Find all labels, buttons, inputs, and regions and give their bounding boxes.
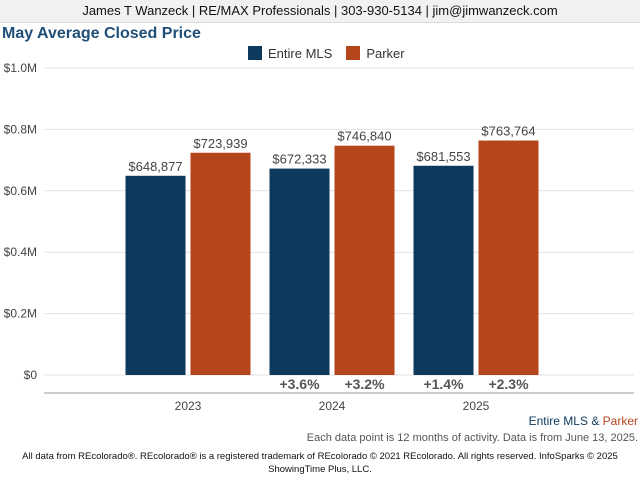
y-tick-label: $0.6M	[4, 184, 37, 198]
bar-value-label: $763,764	[481, 124, 535, 139]
legend-swatch-entire-mls	[248, 46, 262, 60]
bar-value-label: $681,553	[416, 149, 470, 164]
y-tick-label: $0.2M	[4, 307, 37, 321]
bar	[478, 140, 539, 375]
bar-value-label: $672,333	[272, 152, 326, 167]
footer-credit-line-1: All data from REcolorado®. REcolorado® i…	[22, 451, 618, 462]
footer-series-a: Entire MLS	[528, 414, 588, 428]
legend-item-entire-mls[interactable]: Entire MLS	[248, 46, 332, 61]
legend-swatch-parker	[346, 46, 361, 60]
bar-value-label: $648,877	[128, 159, 182, 174]
bar-change-label: +2.3%	[488, 376, 529, 392]
bar	[269, 168, 330, 375]
bar-value-label: $746,840	[337, 129, 391, 144]
bar-chart: $0 $0.2M $0.4M $0.6M $0.8M $1.0M $648,877 $723,…	[4, 61, 634, 410]
chart-legend: Entire MLS Parker	[248, 45, 419, 61]
footer-credit: All data from REcolorado®. REcolorado® i…	[0, 450, 640, 476]
x-tick-label: 2023	[175, 399, 202, 410]
bar	[125, 175, 186, 375]
agent-contact-header: James T Wanzeck | RE/MAX Professionals |…	[0, 0, 640, 23]
bar	[413, 165, 474, 375]
bar-change-label: +3.2%	[344, 376, 385, 392]
footer-series-b: Parker	[602, 414, 638, 428]
bar-change-label: +3.6%	[279, 376, 320, 392]
y-tick-label: $1.0M	[4, 61, 37, 75]
legend-label-parker: Parker	[366, 45, 405, 61]
footer-series-caption: Entire MLS & Parker	[529, 414, 638, 428]
y-tick-label: $0	[24, 368, 38, 382]
bar	[334, 145, 395, 375]
x-tick-label: 2025	[463, 399, 490, 410]
y-tick-label: $0.4M	[4, 245, 37, 259]
x-tick-label: 2024	[319, 399, 346, 410]
bar-change-label: +1.4%	[423, 376, 464, 392]
footer-amp: &	[587, 414, 603, 428]
legend-label-entire-mls: Entire MLS	[268, 45, 333, 61]
bar-value-label: $723,939	[193, 136, 247, 151]
footer-credit-line-2: ShowingTime Plus, LLC.	[268, 464, 372, 475]
y-tick-label: $0.8M	[4, 122, 37, 136]
legend-item-parker[interactable]: Parker	[346, 45, 405, 61]
chart-title: May Average Closed Price	[2, 25, 201, 42]
bar	[190, 152, 251, 375]
footer-data-note: Each data point is 12 months of activity…	[306, 432, 638, 444]
